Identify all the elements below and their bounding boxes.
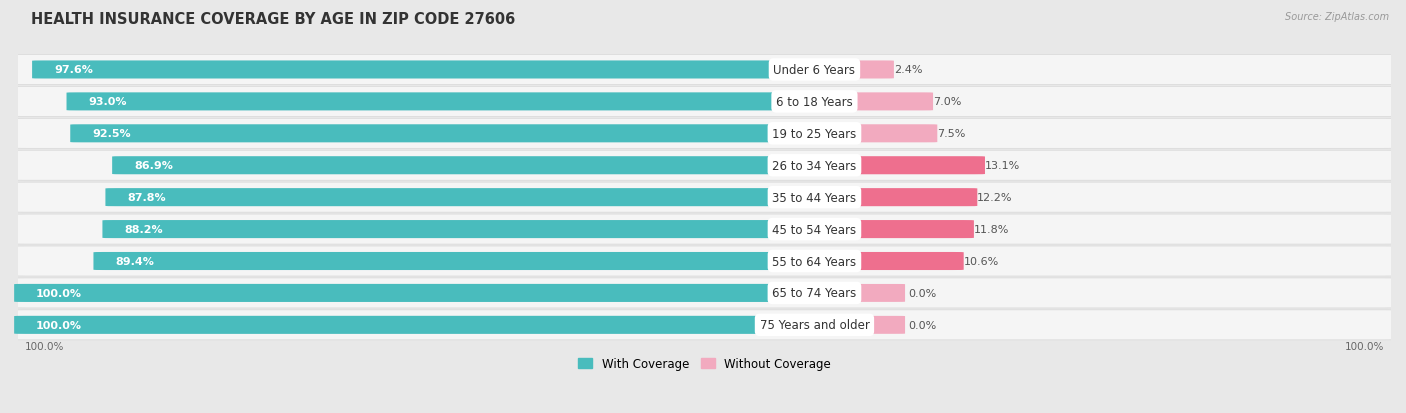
Text: 65 to 74 Years: 65 to 74 Years xyxy=(772,287,856,300)
FancyBboxPatch shape xyxy=(93,252,785,271)
FancyBboxPatch shape xyxy=(103,221,785,239)
Legend: With Coverage, Without Coverage: With Coverage, Without Coverage xyxy=(578,357,831,370)
FancyBboxPatch shape xyxy=(32,61,785,79)
FancyBboxPatch shape xyxy=(11,55,1398,85)
Text: Source: ZipAtlas.com: Source: ZipAtlas.com xyxy=(1285,12,1389,22)
FancyBboxPatch shape xyxy=(14,316,785,334)
Text: 7.0%: 7.0% xyxy=(934,97,962,107)
FancyBboxPatch shape xyxy=(11,247,1398,276)
Text: 10.6%: 10.6% xyxy=(963,256,998,266)
Text: 45 to 54 Years: 45 to 54 Years xyxy=(772,223,856,236)
Text: 0.0%: 0.0% xyxy=(908,288,936,298)
Text: 6 to 18 Years: 6 to 18 Years xyxy=(776,96,853,109)
FancyBboxPatch shape xyxy=(11,215,1398,244)
FancyBboxPatch shape xyxy=(852,93,934,111)
FancyBboxPatch shape xyxy=(105,189,785,206)
FancyBboxPatch shape xyxy=(14,284,785,302)
Text: 88.2%: 88.2% xyxy=(124,225,163,235)
FancyBboxPatch shape xyxy=(11,119,1398,149)
Text: 93.0%: 93.0% xyxy=(89,97,127,107)
Text: HEALTH INSURANCE COVERAGE BY AGE IN ZIP CODE 27606: HEALTH INSURANCE COVERAGE BY AGE IN ZIP … xyxy=(31,12,515,27)
Text: 13.1%: 13.1% xyxy=(986,161,1021,171)
Text: 19 to 25 Years: 19 to 25 Years xyxy=(772,128,856,140)
FancyBboxPatch shape xyxy=(852,61,894,79)
FancyBboxPatch shape xyxy=(112,157,785,175)
Text: 89.4%: 89.4% xyxy=(115,256,155,266)
FancyBboxPatch shape xyxy=(852,189,977,206)
Text: 75 Years and older: 75 Years and older xyxy=(759,318,869,332)
FancyBboxPatch shape xyxy=(66,93,785,111)
Text: 2.4%: 2.4% xyxy=(894,65,922,75)
Text: 7.5%: 7.5% xyxy=(938,129,966,139)
FancyBboxPatch shape xyxy=(70,125,785,143)
Text: 100.0%: 100.0% xyxy=(25,342,65,351)
Text: 87.8%: 87.8% xyxy=(128,193,166,203)
Text: 0.0%: 0.0% xyxy=(908,320,936,330)
FancyBboxPatch shape xyxy=(11,183,1398,213)
FancyBboxPatch shape xyxy=(852,125,938,143)
Text: 92.5%: 92.5% xyxy=(93,129,131,139)
Text: 100.0%: 100.0% xyxy=(1344,342,1384,351)
Text: Under 6 Years: Under 6 Years xyxy=(773,64,855,77)
FancyBboxPatch shape xyxy=(852,252,963,271)
Text: 100.0%: 100.0% xyxy=(37,320,82,330)
Text: 86.9%: 86.9% xyxy=(134,161,173,171)
FancyBboxPatch shape xyxy=(11,151,1398,181)
FancyBboxPatch shape xyxy=(855,316,905,334)
FancyBboxPatch shape xyxy=(11,278,1398,308)
Text: 35 to 44 Years: 35 to 44 Years xyxy=(772,191,856,204)
FancyBboxPatch shape xyxy=(11,87,1398,117)
FancyBboxPatch shape xyxy=(852,221,974,239)
FancyBboxPatch shape xyxy=(852,157,986,175)
Text: 55 to 64 Years: 55 to 64 Years xyxy=(772,255,856,268)
Text: 12.2%: 12.2% xyxy=(977,193,1012,203)
FancyBboxPatch shape xyxy=(11,310,1398,340)
Text: 100.0%: 100.0% xyxy=(37,288,82,298)
Text: 11.8%: 11.8% xyxy=(974,225,1010,235)
Text: 26 to 34 Years: 26 to 34 Years xyxy=(772,159,856,172)
FancyBboxPatch shape xyxy=(855,284,905,302)
Text: 97.6%: 97.6% xyxy=(53,65,93,75)
